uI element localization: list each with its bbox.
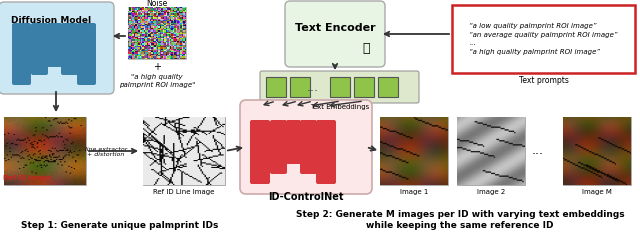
Text: Diffusion Model: Diffusion Model [11,15,91,24]
FancyBboxPatch shape [270,120,287,174]
Text: Noise: Noise [147,0,168,8]
Bar [290,77,310,97]
FancyBboxPatch shape [61,23,78,75]
Bar [143,117,225,185]
Text: “a low quality palmprint ROI image”
“an average quality palmprint ROI image”
...: “a low quality palmprint ROI image” “an … [469,23,618,55]
FancyBboxPatch shape [260,71,419,103]
Bar [266,77,286,97]
Text: ...: ... [532,145,544,158]
Text: Image 2: Image 2 [477,189,505,195]
FancyBboxPatch shape [316,120,336,184]
FancyBboxPatch shape [300,120,317,174]
Bar [452,5,635,73]
Bar [457,117,525,185]
Bar [380,117,448,185]
Text: Text prompts: Text prompts [518,76,568,85]
Bar [4,117,86,185]
Bar [128,7,186,59]
Bar [330,77,350,97]
Bar [6,172,48,184]
FancyBboxPatch shape [285,1,385,67]
FancyBboxPatch shape [31,23,48,75]
Text: 🔒: 🔒 [362,41,370,55]
Text: Ref ID Image: Ref ID Image [3,175,51,181]
Text: Step 2: Generate M images per ID with varying text embeddings
while keeping the : Step 2: Generate M images per ID with va… [296,210,624,230]
Text: Text Embeddings: Text Embeddings [310,104,369,110]
Text: Image 1: Image 1 [400,189,428,195]
FancyBboxPatch shape [77,23,96,85]
FancyBboxPatch shape [286,120,301,164]
Text: Image M: Image M [582,189,612,195]
Text: Ref ID Line Image: Ref ID Line Image [154,189,214,195]
Bar [378,77,398,97]
Text: line extractor
+ distortion: line extractor + distortion [85,147,127,157]
Text: Text Encoder: Text Encoder [294,23,375,33]
Text: ID-ControlNet: ID-ControlNet [268,192,344,202]
Text: +: + [153,62,161,72]
Bar [354,77,374,97]
FancyBboxPatch shape [240,100,372,194]
Text: Step 1: Generate unique palmprint IDs: Step 1: Generate unique palmprint IDs [21,222,219,231]
FancyBboxPatch shape [250,120,270,184]
Text: ...: ... [307,81,319,94]
Text: "a high quality
palmprint ROI image": "a high quality palmprint ROI image" [119,74,195,88]
FancyBboxPatch shape [12,23,31,85]
FancyBboxPatch shape [47,23,62,67]
Bar [563,117,631,185]
FancyBboxPatch shape [0,2,114,94]
